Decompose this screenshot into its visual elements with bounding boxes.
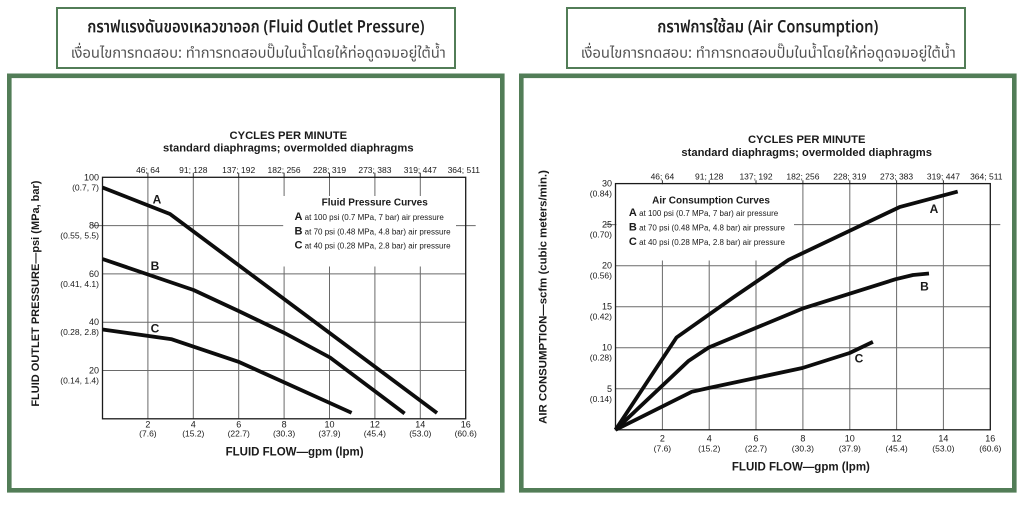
svg-text:(7.6): (7.6) [139,429,157,439]
svg-text:273; 383: 273; 383 [358,165,391,175]
svg-text:(37.9): (37.9) [318,429,340,439]
svg-text:(0.56): (0.56) [590,271,612,281]
svg-text:364; 511: 364; 511 [448,165,481,175]
svg-text:12: 12 [370,420,380,430]
svg-text:14: 14 [938,433,948,443]
svg-text:(0.7, 7): (0.7, 7) [72,182,99,192]
svg-text:CYCLES PER MINUTE: CYCLES PER MINUTE [230,130,348,142]
svg-text:(22.7): (22.7) [745,443,767,453]
svg-text:B: B [151,259,160,273]
svg-text:B at 70 psi (0.48 MPa, 4.8 bar: B at 70 psi (0.48 MPa, 4.8 bar) air pres… [629,222,786,234]
svg-text:2: 2 [145,420,150,430]
svg-text:(15.2): (15.2) [182,429,204,439]
svg-text:(0.42): (0.42) [590,312,612,322]
svg-text:(60.6): (60.6) [979,443,1001,453]
svg-text:C at 40 psi (0.28 MPa, 2.8 bar: C at 40 psi (0.28 MPa, 2.8 bar) air pres… [295,240,452,252]
svg-text:8: 8 [282,420,287,430]
svg-text:(0.28): (0.28) [590,353,612,363]
svg-text:91; 128: 91; 128 [179,165,208,175]
svg-text:273; 383: 273; 383 [880,171,913,181]
svg-text:A: A [153,193,162,207]
svg-text:(30.3): (30.3) [792,443,814,453]
svg-text:(0.14, 1.4): (0.14, 1.4) [60,376,99,386]
svg-text:5: 5 [607,384,612,394]
svg-text:4: 4 [707,433,712,443]
svg-text:182; 256: 182; 256 [268,165,301,175]
svg-text:(53.0): (53.0) [409,429,431,439]
svg-text:(0.14): (0.14) [590,394,612,404]
svg-text:FLUID OUTLET PRESSURE—psi (MPa: FLUID OUTLET PRESSURE—psi (MPa, bar) [30,180,42,406]
svg-text:CYCLES PER MINUTE: CYCLES PER MINUTE [748,134,866,146]
svg-text:(45.4): (45.4) [364,429,386,439]
svg-text:(0.70): (0.70) [590,230,612,240]
svg-text:(0.55, 5.5): (0.55, 5.5) [60,231,99,241]
svg-text:Air Consumption Curves: Air Consumption Curves [652,195,770,206]
svg-text:(45.4): (45.4) [885,443,907,453]
svg-text:182; 256: 182; 256 [786,171,819,181]
svg-text:(0.28, 2.8): (0.28, 2.8) [60,327,99,337]
svg-text:46; 64: 46; 64 [651,171,675,181]
svg-text:319; 447: 319; 447 [404,165,437,175]
svg-text:12: 12 [892,433,902,443]
svg-text:228; 319: 228; 319 [313,165,346,175]
svg-text:C: C [855,352,864,366]
svg-text:25: 25 [602,220,612,230]
svg-text:16: 16 [985,433,995,443]
svg-text:B at 70 psi (0.48 MPa, 4.8 bar: B at 70 psi (0.48 MPa, 4.8 bar) air pres… [295,225,452,237]
svg-text:228; 319: 228; 319 [833,171,866,181]
svg-text:60: 60 [89,269,99,279]
svg-text:30: 30 [602,179,612,189]
svg-text:4: 4 [191,420,196,430]
svg-text:A: A [930,202,939,216]
svg-text:(15.2): (15.2) [698,443,720,453]
svg-text:FLUID FLOW—gpm (lpm): FLUID FLOW—gpm (lpm) [226,447,364,459]
svg-text:AIR CONSUMPTION—scfm (cubic me: AIR CONSUMPTION—scfm (cubic meters/min.) [538,170,550,424]
svg-text:80: 80 [89,221,99,231]
svg-text:319; 447: 319; 447 [927,171,960,181]
svg-text:8: 8 [800,433,805,443]
svg-text:364; 511: 364; 511 [970,171,1003,181]
svg-text:2: 2 [660,433,665,443]
svg-text:(0.84): (0.84) [590,189,612,199]
svg-text:B: B [920,280,929,294]
svg-text:20: 20 [89,366,99,376]
svg-text:46; 64: 46; 64 [136,165,160,175]
svg-text:14: 14 [415,420,425,430]
svg-text:100: 100 [84,172,99,182]
svg-text:40: 40 [89,317,99,327]
svg-text:C at 40 psi (0.28 MPa, 2.8 bar: C at 40 psi (0.28 MPa, 2.8 bar) air pres… [629,236,786,248]
svg-text:16: 16 [461,420,471,430]
svg-text:15: 15 [602,302,612,312]
svg-text:137; 192: 137; 192 [739,171,772,181]
svg-text:91; 128: 91; 128 [695,171,724,181]
svg-text:A at 100 psi (0.7 MPa, 7 bar): A at 100 psi (0.7 MPa, 7 bar) air pressu… [295,211,445,223]
svg-text:standard diaphragms; overmolde: standard diaphragms; overmolded diaphrag… [163,143,414,155]
svg-text:(60.6): (60.6) [455,429,477,439]
svg-text:A at 100 psi (0.7 MPa, 7 bar): A at 100 psi (0.7 MPa, 7 bar) air pressu… [629,207,779,219]
svg-text:(53.0): (53.0) [932,443,954,453]
svg-text:10: 10 [845,433,855,443]
svg-text:standard diaphragms; overmolde: standard diaphragms; overmolded diaphrag… [681,147,932,159]
svg-text:6: 6 [753,433,758,443]
svg-text:(30.3): (30.3) [273,429,295,439]
svg-text:(7.6): (7.6) [654,443,672,453]
svg-text:6: 6 [236,420,241,430]
svg-text:10: 10 [324,420,334,430]
svg-text:C: C [151,322,160,336]
svg-text:(0.41, 4.1): (0.41, 4.1) [60,279,99,289]
svg-text:20: 20 [602,261,612,271]
svg-text:137; 192: 137; 192 [222,165,255,175]
svg-text:Fluid Pressure Curves: Fluid Pressure Curves [322,198,429,209]
svg-text:(37.9): (37.9) [839,443,861,453]
svg-text:FLUID FLOW—gpm (lpm): FLUID FLOW—gpm (lpm) [732,462,870,474]
svg-text:(22.7): (22.7) [228,429,250,439]
svg-text:10: 10 [602,343,612,353]
